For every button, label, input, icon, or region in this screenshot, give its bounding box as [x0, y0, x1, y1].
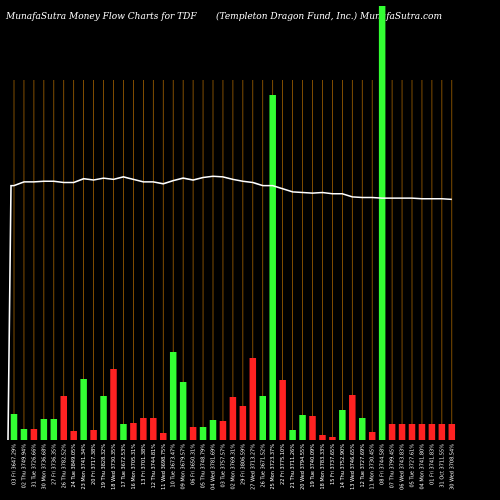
bar-45 [448, 424, 456, 440]
x-tick-label: 03 Fri 3647.29% [12, 444, 18, 485]
bar-35 [349, 395, 356, 440]
bar-43 [428, 424, 436, 440]
x-tick-label: 22 Fri 3775.10% [280, 444, 286, 485]
bars-layer [10, 6, 456, 440]
chart-title: MunafaSutra Money Flow Charts for TDF [6, 12, 197, 22]
bar-42 [418, 424, 426, 440]
bar-37 [368, 432, 376, 440]
x-tick-labels: 03 Fri 3647.29% 02 Thu 3749.94% 31 Tue 372… [12, 444, 456, 490]
bar-44 [438, 424, 446, 440]
bar-7 [70, 431, 77, 440]
bar-39 [388, 424, 396, 440]
line-layer [7, 175, 452, 441]
x-tick-label: 26 Tue 3671.52% [260, 444, 266, 488]
x-tick-label: 19 Thu 3828.32% [101, 444, 107, 489]
x-tick-label: 17 Tue 3672.53% [121, 444, 127, 488]
x-tick-label: 13 Fri 3701.38% [141, 444, 147, 485]
bar-5 [50, 419, 58, 440]
bar-23 [229, 397, 237, 440]
bar-11 [110, 369, 117, 440]
x-tick-label: 05 Tue 3727.61% [410, 444, 416, 488]
bar-10 [100, 396, 107, 440]
x-tick-label: 04 Wed 3781.69% [211, 444, 217, 490]
x-tick-label: 01 Fri 3741.83% [429, 444, 435, 485]
bar-38 [378, 6, 386, 440]
x-tick-label: 10 Tue 3673.47% [171, 444, 177, 488]
bar-32 [319, 435, 326, 440]
money-flow-line [7, 175, 452, 441]
x-tick-label: 11 Wed 3698.75% [161, 444, 167, 490]
bar-28 [279, 380, 286, 440]
x-tick-label: 11 Mon 3730.45% [370, 444, 376, 490]
bar-1 [10, 414, 18, 440]
x-tick-label: 12 Thu 3744.81% [151, 444, 157, 489]
bar-30 [299, 415, 306, 440]
bar-8 [80, 379, 87, 440]
x-tick-label: 02 Thu 3749.94% [21, 444, 27, 489]
bar-17 [169, 352, 177, 440]
x-tick-label: 31 Oct 3711.55% [439, 444, 445, 488]
bar-3 [30, 429, 38, 440]
x-tick-label: 16 Mon 3705.31% [131, 444, 137, 490]
bar-31 [309, 416, 316, 440]
x-tick-label: 13 Wed 3746.65% [350, 444, 356, 490]
bar-36 [359, 418, 366, 440]
bar-29 [289, 430, 296, 440]
x-tick-label: 25 Mon 3723.37% [270, 444, 276, 490]
bar-4 [40, 419, 48, 440]
bar-26 [259, 396, 266, 440]
x-tick-label: 06 Fri 3650.31% [191, 444, 197, 485]
x-tick-label: 18 Wed 3730.35% [111, 444, 117, 490]
x-tick-label: 21 Thu 3711.26% [290, 444, 296, 489]
x-tick-label: 02 Mon 3769.31% [230, 444, 236, 490]
bar-2 [20, 429, 28, 440]
bar-25 [249, 358, 257, 440]
bar-9 [90, 430, 97, 440]
x-tick-label: 31 Tue 3726.66% [31, 444, 37, 488]
x-tick-label: 14 Thu 3752.90% [340, 444, 346, 489]
bar-22 [219, 421, 227, 440]
x-tick-label: 30 Wed 3708.54% [449, 444, 455, 490]
bar-13 [130, 423, 137, 440]
bar-40 [398, 424, 406, 440]
x-tick-label: 19 Tue 3740.09% [310, 444, 316, 488]
x-tick-label: 07 Thu 3799.45% [390, 444, 396, 489]
x-tick-label: 27 Fri 3736.35% [51, 444, 57, 485]
bar-14 [140, 418, 147, 440]
bar-34 [339, 410, 346, 440]
x-tick-label: 05 Thu 3748.79% [201, 444, 207, 489]
x-tick-label: 18 Mon 3783.33% [320, 444, 326, 490]
bar-18 [179, 382, 187, 440]
bar-27 [269, 95, 276, 440]
x-tick-label: 03 Tue 3757.57% [220, 444, 226, 488]
x-tick-label: 23 Mon 3741.34% [81, 444, 87, 490]
x-tick-label: 12 Tue 3727.69% [360, 444, 366, 488]
x-tick-label: 26 Thu 3782.52% [61, 444, 67, 489]
bar-20 [199, 427, 207, 440]
bar-41 [408, 424, 416, 440]
bar-15 [150, 418, 157, 440]
x-tick-label: 04 Mon 3741.80% [419, 444, 425, 490]
bar-16 [160, 433, 167, 440]
bar-19 [189, 427, 197, 440]
x-tick-label: 27 Wed 3713.27% [250, 444, 256, 490]
x-tick-label: 29 Fri 3806.59% [240, 444, 246, 485]
x-tick-label: 30 Mon 3736.68% [41, 444, 47, 490]
x-tick-label: 15 Fri 3737.65% [330, 444, 336, 485]
bar-33 [329, 437, 336, 440]
x-tick-label: 20 Wed 3794.55% [300, 444, 306, 490]
x-tick-label: 24 Tue 3849.05% [71, 444, 77, 488]
x-tick-label: 20 Fri 3717.38% [91, 444, 97, 485]
x-tick-label: 09 Mon 3679.57% [181, 444, 187, 490]
x-tick-label: 08 Fri 3744.58% [380, 444, 386, 485]
grid-lines [13, 80, 453, 440]
bar-24 [239, 406, 247, 440]
bar-6 [60, 396, 67, 440]
x-tick-label: 06 Wed 3743.83% [400, 444, 406, 490]
chart-subtitle: (Templeton Dragon Fund, Inc.) MunafaSutr… [216, 12, 442, 22]
bar-12 [120, 424, 127, 440]
bar-21 [209, 420, 217, 440]
